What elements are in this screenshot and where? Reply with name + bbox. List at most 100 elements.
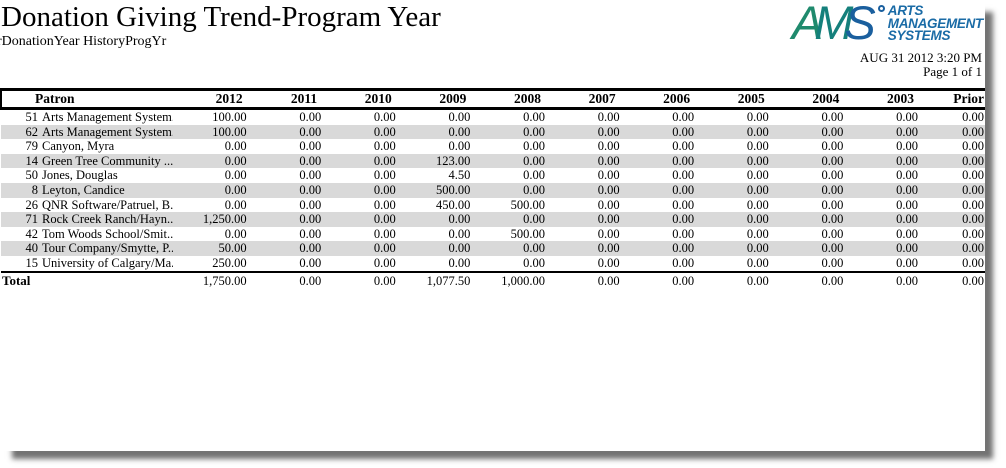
value-cell: 0.00	[672, 241, 695, 256]
patron-name: University of Calgary/Ma...	[42, 255, 173, 270]
value-cell: 0.00	[746, 124, 769, 139]
patron-cell: 62 Arts Management System...	[1, 124, 174, 140]
value-cell: 0.00	[821, 124, 844, 139]
year-column-header: 2004	[769, 88, 845, 110]
value-cell: 0.00	[821, 168, 844, 183]
value-cell: 0.00	[746, 139, 769, 154]
value-cell: 50.00	[218, 241, 247, 256]
value-cell: 0.00	[962, 226, 984, 241]
value-cell: 0.00	[672, 139, 695, 154]
value-cell: 0.00	[896, 241, 918, 256]
value-cell: 500.00	[436, 182, 471, 197]
value-cell: 0.00	[821, 110, 844, 124]
total-value-cell: 0.00	[620, 270, 696, 289]
patron-column-header: Patron	[0, 88, 173, 110]
value-cell: 0.00	[299, 153, 322, 168]
value-cell: 0.00	[672, 255, 695, 270]
donation-table: Patron 2012 2011 2010 2009 2008 2007 2006 2005 2…	[0, 88, 985, 289]
value-cell: 0.00	[448, 226, 471, 241]
patron-cell: 71 Rock Creek Ranch/Hayn...	[1, 212, 174, 227]
value-cell: 0.00	[523, 212, 545, 227]
value-cell: 0.00	[821, 139, 844, 154]
table-row: 51 Arts Management System... 100.00 0.00 0.0…	[1, 109, 985, 125]
value-cell: 0.00	[299, 168, 322, 183]
table-row: 26 QNR Software/Patruel, B... 0.00 0.00 0.00…	[1, 198, 985, 213]
ams-logo-letters: AMS	[792, 0, 885, 46]
value-cell: 0.00	[523, 182, 545, 197]
value-cell: 0.00	[597, 255, 620, 270]
value-cell: 0.00	[373, 255, 396, 270]
value-cell: 100.00	[212, 124, 247, 139]
value-cell: 0.00	[746, 153, 769, 168]
table-row: 71 Rock Creek Ranch/Hayn... 1,250.00 0.00 0.…	[1, 212, 985, 227]
logo-letter-s: S	[844, 0, 876, 49]
value-cell: 0.00	[896, 139, 918, 154]
value-cell: 0.00	[746, 226, 769, 241]
table-row: 15 University of Calgary/Ma... 250.00 0.00 0…	[1, 256, 985, 272]
year-column-header: Prior	[918, 88, 985, 110]
patron-cell: 50 Jones, Douglas	[1, 168, 173, 183]
value-cell: 0.00	[373, 212, 396, 227]
report-title: Donation Giving Trend-Program Year	[1, 1, 441, 33]
patron-name: Arts Management System...	[42, 124, 173, 139]
total-value-cell: 0.00	[545, 270, 621, 289]
value-cell: 0.00	[299, 226, 322, 241]
value-cell: 0.00	[299, 197, 322, 212]
value-cell: 0.00	[448, 124, 471, 139]
logo-letter-a: A	[791, 0, 824, 49]
value-cell: 0.00	[299, 182, 322, 197]
total-value-cell: 1,077.50	[396, 270, 472, 289]
patron-number: 79	[25, 139, 39, 154]
value-cell: 0.00	[597, 197, 620, 212]
patron-number: 62	[25, 124, 39, 139]
value-cell: 0.00	[896, 168, 918, 183]
value-cell: 100.00	[212, 110, 247, 124]
total-value-cell: 0.00	[695, 270, 770, 289]
value-cell: 0.00	[896, 226, 918, 241]
value-cell: 0.00	[597, 110, 620, 124]
patron-name: Green Tree Community ...	[42, 153, 173, 168]
value-cell: 0.00	[299, 124, 322, 139]
report-page: Donation Giving Trend-Program Year rDona…	[0, 0, 985, 289]
total-value-cell: 1,750.00	[173, 270, 248, 289]
ams-logo: AMS ARTS MANAGEMENT SYSTEMS	[792, 0, 983, 46]
value-cell: 0.00	[373, 241, 396, 256]
patron-name: Tom Woods School/Smit...	[42, 226, 173, 241]
value-cell: 0.00	[373, 182, 396, 197]
patron-name: Rock Creek Ranch/Hayn...	[42, 212, 173, 227]
year-column-header: 2012	[173, 88, 248, 110]
patron-number: 14	[25, 153, 39, 168]
table-row: 62 Arts Management System... 100.00 0.00 0.0…	[1, 124, 985, 140]
patron-cell: 51 Arts Management System...	[1, 109, 174, 125]
value-cell: 0.00	[821, 182, 844, 197]
value-cell: 0.00	[962, 153, 984, 168]
value-cell: 0.00	[962, 182, 984, 197]
value-cell: 0.00	[746, 110, 769, 124]
year-column-header: 2008	[471, 88, 546, 110]
value-cell: 0.00	[597, 168, 620, 183]
value-cell: 0.00	[746, 212, 769, 227]
value-cell: 0.00	[373, 226, 396, 241]
patron-name: Leyton, Candice	[42, 182, 125, 197]
year-column-header: 2005	[695, 88, 770, 110]
table-row: 40 Tour Company/Smytte, P... 50.00 0.00 0.00…	[1, 241, 985, 256]
year-column-header: 2009	[396, 88, 472, 110]
table-row: 50 Jones, Douglas 0.00 0.00 0.00 4.50 0.00 0.00…	[1, 168, 985, 183]
value-cell: 0.00	[962, 110, 984, 124]
value-cell: 0.00	[896, 255, 918, 270]
value-cell: 0.00	[821, 197, 844, 212]
value-cell: 250.00	[212, 255, 247, 270]
value-cell: 450.00	[436, 197, 471, 212]
value-cell: 0.00	[597, 212, 620, 227]
value-cell: 0.00	[299, 139, 322, 154]
value-cell: 0.00	[523, 241, 545, 256]
patron-number: 42	[25, 226, 39, 241]
value-cell: 0.00	[373, 139, 396, 154]
table-header-row: Patron 2012 2011 2010 2009 2008 2007 2006 2005 2…	[0, 88, 985, 110]
patron-number: 71	[25, 212, 39, 227]
value-cell: 0.00	[373, 153, 396, 168]
value-cell: 0.00	[523, 153, 545, 168]
patron-name: Arts Management System...	[42, 110, 173, 124]
value-cell: 0.00	[224, 226, 247, 241]
table-row: 14 Green Tree Community ... 0.00 0.00 0.00 12…	[1, 153, 985, 169]
